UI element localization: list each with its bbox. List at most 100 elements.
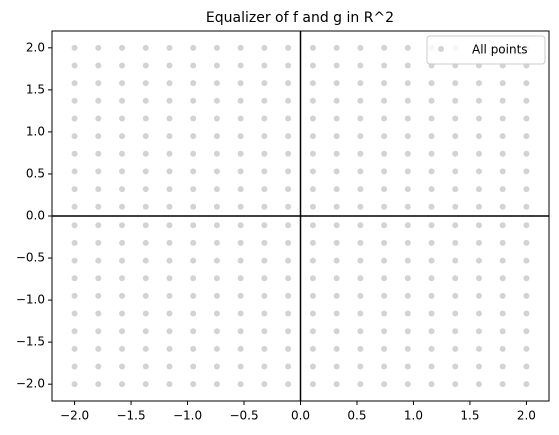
point — [285, 292, 292, 299]
point — [119, 80, 126, 87]
point — [381, 80, 388, 87]
point — [381, 168, 388, 175]
point — [285, 222, 292, 229]
point — [166, 80, 173, 87]
point — [71, 62, 78, 69]
point — [475, 168, 482, 175]
point — [499, 345, 506, 352]
point — [499, 186, 506, 193]
point — [428, 239, 435, 246]
point — [71, 345, 78, 352]
y-tick-label: −0.5 — [16, 251, 45, 265]
point — [381, 44, 388, 51]
legend-marker — [438, 46, 444, 52]
point — [428, 133, 435, 140]
point — [404, 275, 411, 282]
point — [190, 381, 197, 388]
point — [333, 186, 340, 193]
point — [499, 363, 506, 370]
point — [452, 381, 459, 388]
point — [499, 310, 506, 317]
point — [452, 275, 459, 282]
point — [452, 222, 459, 229]
point — [333, 275, 340, 282]
point — [404, 328, 411, 335]
point — [190, 186, 197, 193]
point — [309, 115, 316, 122]
point — [190, 275, 197, 282]
point — [71, 310, 78, 317]
point — [285, 97, 292, 104]
point — [285, 168, 292, 175]
point — [452, 80, 459, 87]
point — [95, 62, 102, 69]
point — [95, 150, 102, 157]
point — [499, 381, 506, 388]
point — [357, 133, 364, 140]
point — [333, 239, 340, 246]
point — [261, 133, 268, 140]
point — [499, 203, 506, 210]
point — [523, 133, 530, 140]
point — [213, 168, 220, 175]
point — [166, 257, 173, 264]
point — [357, 150, 364, 157]
point — [523, 292, 530, 299]
point — [261, 44, 268, 51]
point — [213, 257, 220, 264]
point — [475, 345, 482, 352]
point — [213, 292, 220, 299]
point — [404, 257, 411, 264]
point — [142, 203, 149, 210]
point — [237, 222, 244, 229]
point — [404, 363, 411, 370]
point — [190, 133, 197, 140]
point — [261, 310, 268, 317]
point — [452, 168, 459, 175]
point — [95, 186, 102, 193]
point — [119, 328, 126, 335]
point — [285, 115, 292, 122]
point — [475, 222, 482, 229]
point — [499, 97, 506, 104]
point — [404, 150, 411, 157]
point — [119, 44, 126, 51]
point — [166, 150, 173, 157]
point — [261, 239, 268, 246]
point — [475, 133, 482, 140]
point — [333, 168, 340, 175]
point — [213, 115, 220, 122]
point — [71, 150, 78, 157]
point — [119, 275, 126, 282]
point — [309, 328, 316, 335]
point — [333, 345, 340, 352]
point — [285, 328, 292, 335]
point — [213, 133, 220, 140]
point — [357, 257, 364, 264]
point — [523, 381, 530, 388]
point — [309, 222, 316, 229]
point — [381, 292, 388, 299]
point — [190, 97, 197, 104]
point — [452, 345, 459, 352]
point — [428, 150, 435, 157]
point — [261, 275, 268, 282]
point — [381, 203, 388, 210]
point — [475, 257, 482, 264]
point — [237, 328, 244, 335]
point — [237, 150, 244, 157]
point — [237, 80, 244, 87]
point — [428, 257, 435, 264]
point — [237, 168, 244, 175]
point — [166, 345, 173, 352]
point — [428, 310, 435, 317]
point — [499, 239, 506, 246]
point — [142, 62, 149, 69]
point — [381, 133, 388, 140]
point — [190, 203, 197, 210]
point — [142, 80, 149, 87]
point — [475, 292, 482, 299]
point — [404, 292, 411, 299]
point — [119, 97, 126, 104]
